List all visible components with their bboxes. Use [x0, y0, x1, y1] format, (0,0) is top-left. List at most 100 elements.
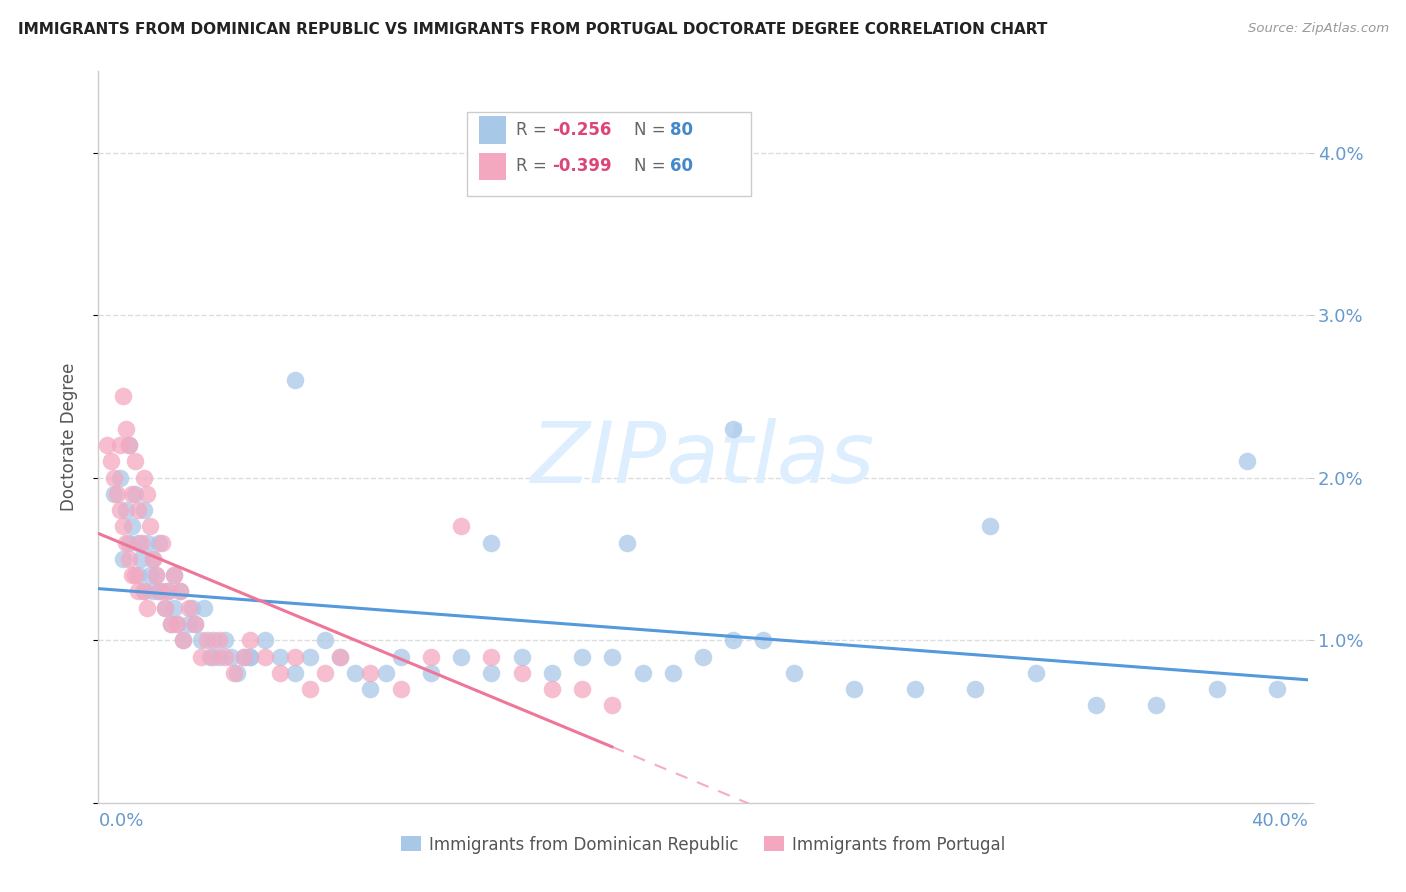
- Point: [153, 600, 176, 615]
- Point: [602, 649, 624, 664]
- Point: [114, 503, 136, 517]
- Point: [163, 600, 186, 615]
- Text: Source: ZipAtlas.com: Source: ZipAtlas.com: [1249, 22, 1389, 36]
- Point: [450, 649, 472, 664]
- Point: [148, 584, 170, 599]
- Point: [602, 698, 624, 713]
- Point: [179, 600, 201, 615]
- Text: 60: 60: [671, 158, 693, 176]
- Text: R =: R =: [516, 121, 551, 139]
- Text: 80: 80: [671, 121, 693, 139]
- Text: R =: R =: [516, 158, 551, 176]
- Point: [135, 600, 157, 615]
- Point: [208, 649, 231, 664]
- Point: [329, 649, 352, 664]
- Point: [145, 568, 167, 582]
- Point: [232, 649, 254, 664]
- Point: [208, 633, 231, 648]
- Point: [179, 617, 201, 632]
- Point: [195, 633, 218, 648]
- Point: [148, 535, 170, 549]
- Point: [139, 519, 162, 533]
- Point: [269, 665, 291, 680]
- Point: [224, 665, 246, 680]
- Point: [184, 617, 207, 632]
- Point: [481, 535, 503, 549]
- Point: [169, 584, 191, 599]
- Y-axis label: Doctorate Degree: Doctorate Degree: [59, 363, 77, 511]
- Text: N =: N =: [634, 158, 671, 176]
- Point: [156, 584, 179, 599]
- Point: [661, 665, 683, 680]
- Point: [284, 665, 307, 680]
- Point: [111, 389, 134, 403]
- Point: [169, 584, 191, 599]
- Point: [124, 454, 146, 468]
- Point: [132, 503, 155, 517]
- Point: [163, 568, 186, 582]
- Point: [329, 649, 352, 664]
- Point: [132, 584, 155, 599]
- Point: [360, 681, 382, 696]
- Point: [510, 665, 533, 680]
- Point: [540, 681, 562, 696]
- Point: [118, 535, 141, 549]
- Point: [253, 633, 276, 648]
- FancyBboxPatch shape: [467, 112, 751, 195]
- Point: [163, 568, 186, 582]
- Point: [124, 487, 146, 501]
- Point: [121, 487, 143, 501]
- Point: [904, 681, 927, 696]
- Point: [1236, 454, 1258, 468]
- Point: [979, 519, 1001, 533]
- Point: [450, 519, 472, 533]
- Point: [172, 633, 194, 648]
- Point: [190, 649, 212, 664]
- Point: [142, 552, 165, 566]
- Point: [221, 649, 243, 664]
- Point: [96, 438, 118, 452]
- Point: [135, 487, 157, 501]
- Text: 40.0%: 40.0%: [1251, 812, 1308, 830]
- Text: 0.0%: 0.0%: [98, 812, 143, 830]
- Point: [284, 373, 307, 387]
- Point: [139, 568, 162, 582]
- Point: [202, 633, 225, 648]
- Point: [127, 584, 149, 599]
- Point: [166, 617, 188, 632]
- Point: [314, 665, 336, 680]
- Point: [124, 568, 146, 582]
- Point: [1024, 665, 1046, 680]
- Point: [344, 665, 367, 680]
- Point: [239, 649, 262, 664]
- Point: [135, 535, 157, 549]
- Point: [142, 552, 165, 566]
- Point: [142, 584, 165, 599]
- Point: [127, 535, 149, 549]
- Point: [100, 454, 122, 468]
- Point: [121, 568, 143, 582]
- Point: [108, 471, 131, 485]
- Point: [103, 487, 125, 501]
- Point: [132, 584, 155, 599]
- Point: [783, 665, 806, 680]
- Point: [150, 535, 173, 549]
- Point: [181, 600, 204, 615]
- Point: [571, 681, 593, 696]
- Point: [239, 649, 262, 664]
- Text: ZIPatlas: ZIPatlas: [531, 417, 875, 500]
- Point: [114, 422, 136, 436]
- Point: [114, 535, 136, 549]
- Point: [299, 681, 322, 696]
- Point: [214, 649, 236, 664]
- Point: [420, 649, 443, 664]
- Point: [1267, 681, 1289, 696]
- Point: [127, 568, 149, 582]
- Point: [1085, 698, 1108, 713]
- Point: [844, 681, 866, 696]
- Point: [108, 438, 131, 452]
- Point: [299, 649, 322, 664]
- Point: [156, 584, 179, 599]
- Point: [1206, 681, 1229, 696]
- Point: [284, 649, 307, 664]
